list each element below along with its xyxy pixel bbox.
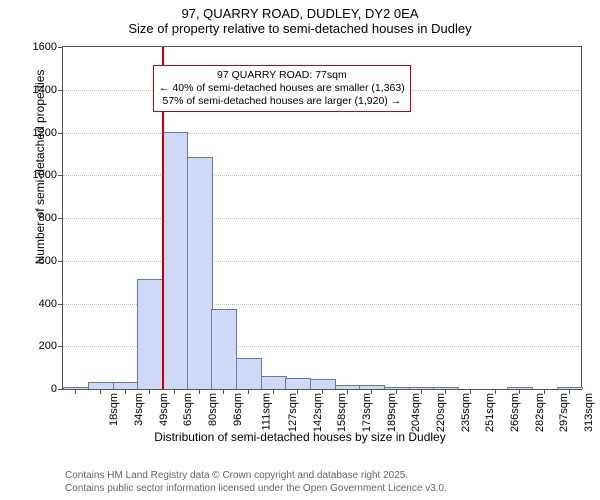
bar bbox=[285, 378, 311, 389]
x-tick-mark bbox=[371, 389, 372, 394]
bar bbox=[113, 382, 139, 389]
x-tick-label: 49sqm bbox=[158, 393, 170, 426]
x-tick-label: 142sqm bbox=[312, 393, 324, 432]
title-block: 97, QUARRY ROAD, DUDLEY, DY2 0EA Size of… bbox=[0, 6, 600, 36]
y-tick-label: 0 bbox=[51, 383, 57, 395]
x-tick-label: 297sqm bbox=[558, 393, 570, 432]
x-tick-mark bbox=[322, 389, 323, 394]
x-tick-mark bbox=[421, 389, 422, 394]
x-tick-mark bbox=[125, 389, 126, 394]
y-tick-mark bbox=[58, 218, 63, 219]
gridline bbox=[63, 261, 581, 262]
footnote-block: Contains HM Land Registry data © Crown c… bbox=[65, 470, 447, 495]
x-tick-label: 251sqm bbox=[484, 393, 496, 432]
x-tick-label: 18sqm bbox=[108, 393, 120, 426]
y-tick-label: 400 bbox=[39, 298, 57, 310]
x-tick-mark bbox=[199, 389, 200, 394]
bar bbox=[261, 376, 287, 389]
annotation-line-2: ← 40% of semi-detached houses are smalle… bbox=[159, 82, 405, 95]
y-tick-mark bbox=[58, 133, 63, 134]
x-tick-label: 266sqm bbox=[509, 393, 521, 432]
x-tick-mark bbox=[75, 389, 76, 394]
y-tick-mark bbox=[58, 47, 63, 48]
x-tick-label: 313sqm bbox=[583, 393, 595, 432]
bar bbox=[310, 379, 336, 389]
x-tick-label: 204sqm bbox=[410, 393, 422, 432]
x-tick-label: 127sqm bbox=[287, 393, 299, 432]
x-tick-label: 96sqm bbox=[232, 393, 244, 426]
y-tick-label: 200 bbox=[39, 340, 57, 352]
x-tick-mark bbox=[100, 389, 101, 394]
x-tick-mark bbox=[297, 389, 298, 394]
bar bbox=[236, 358, 262, 389]
y-tick-mark bbox=[58, 175, 63, 176]
x-tick-mark bbox=[519, 389, 520, 394]
x-tick-mark bbox=[470, 389, 471, 394]
bar bbox=[211, 309, 237, 389]
bar bbox=[557, 387, 583, 389]
x-tick-label: 111sqm bbox=[261, 393, 273, 431]
x-tick-mark bbox=[347, 389, 348, 394]
x-axis-title: Distribution of semi-detached houses by … bbox=[0, 430, 600, 444]
x-tick-label: 173sqm bbox=[361, 393, 373, 432]
x-tick-mark bbox=[495, 389, 496, 394]
bar bbox=[409, 387, 435, 389]
y-axis-title: Number of semi-detached properties bbox=[33, 37, 47, 297]
y-tick-mark bbox=[58, 90, 63, 91]
annotation-line-1: 97 QUARRY ROAD: 77sqm bbox=[159, 69, 405, 82]
x-tick-mark bbox=[273, 389, 274, 394]
footnote-line-1: Contains HM Land Registry data © Crown c… bbox=[65, 470, 447, 483]
x-tick-mark bbox=[544, 389, 545, 394]
x-tick-mark bbox=[248, 389, 249, 394]
x-tick-mark bbox=[174, 389, 175, 394]
x-tick-mark bbox=[569, 389, 570, 394]
title-line-1: 97, QUARRY ROAD, DUDLEY, DY2 0EA bbox=[0, 6, 600, 21]
x-tick-label: 158sqm bbox=[336, 393, 348, 432]
y-tick-mark bbox=[58, 346, 63, 347]
plot-area: 0200400600800100012001400160018sqm34sqm4… bbox=[62, 46, 582, 390]
bar bbox=[187, 157, 213, 389]
x-tick-label: 189sqm bbox=[386, 393, 398, 432]
title-line-2: Size of property relative to semi-detach… bbox=[0, 21, 600, 36]
x-tick-mark bbox=[149, 389, 150, 394]
x-tick-label: 34sqm bbox=[133, 393, 145, 426]
bar bbox=[88, 382, 114, 389]
y-tick-mark bbox=[58, 261, 63, 262]
bar bbox=[335, 385, 361, 389]
x-tick-mark bbox=[396, 389, 397, 394]
gridline bbox=[63, 133, 581, 134]
chart-stage: 97, QUARRY ROAD, DUDLEY, DY2 0EA Size of… bbox=[0, 0, 600, 500]
y-tick-mark bbox=[58, 389, 63, 390]
y-tick-mark bbox=[58, 304, 63, 305]
gridline bbox=[63, 175, 581, 176]
x-tick-label: 65sqm bbox=[182, 393, 194, 426]
x-tick-mark bbox=[223, 389, 224, 394]
bar bbox=[137, 279, 163, 389]
gridline bbox=[63, 218, 581, 219]
annotation-line-3: 57% of semi-detached houses are larger (… bbox=[159, 95, 405, 108]
x-tick-label: 235sqm bbox=[460, 393, 472, 432]
footnote-line-2: Contains public sector information licen… bbox=[65, 483, 447, 496]
bar bbox=[162, 132, 188, 390]
x-tick-mark bbox=[445, 389, 446, 394]
x-tick-label: 220sqm bbox=[435, 393, 447, 432]
x-tick-label: 282sqm bbox=[534, 393, 546, 432]
annotation-box: 97 QUARRY ROAD: 77sqm← 40% of semi-detac… bbox=[153, 65, 411, 112]
x-tick-label: 80sqm bbox=[207, 393, 219, 426]
